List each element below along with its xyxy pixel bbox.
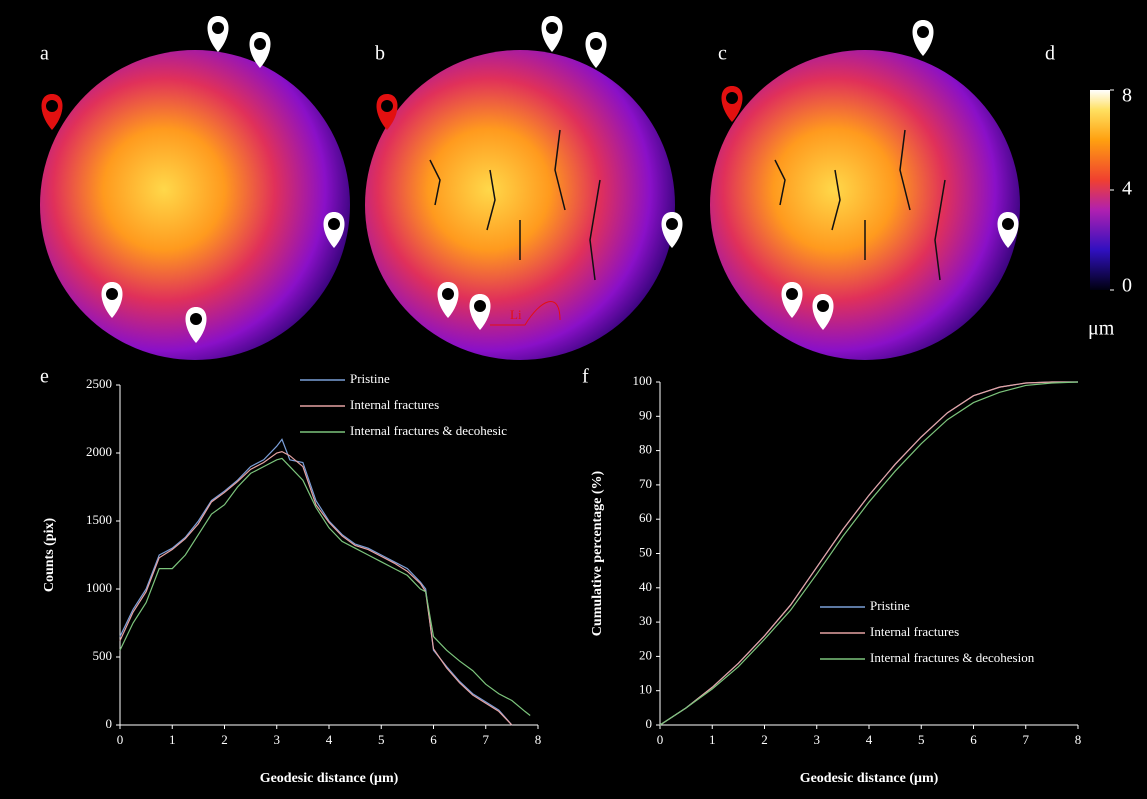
x-tick-label: 8 <box>535 732 542 747</box>
y-tick-label: 2500 <box>86 376 112 391</box>
colorbar-tick-label: 4 <box>1122 178 1132 200</box>
y-tick-label: 80 <box>639 442 652 457</box>
x-tick-label: 6 <box>970 732 977 747</box>
series-line <box>119 451 513 726</box>
x-tick-label: 7 <box>483 732 490 747</box>
colorbar-tick-label: 0 <box>1122 275 1132 297</box>
x-tick-label: 2 <box>221 732 228 747</box>
legend-label: Internal fractures & decohesion <box>870 650 1035 665</box>
colorbar-tick-label: 8 <box>1122 85 1132 107</box>
y-tick-label: 500 <box>93 648 113 663</box>
x-tick-label: 8 <box>1075 732 1082 747</box>
x-tick-label: 1 <box>169 732 176 747</box>
y-axis-title: Cumulative percentage (%) <box>590 470 605 636</box>
heatmap <box>40 50 350 360</box>
y-tick-label: 90 <box>639 407 652 422</box>
series-line <box>659 381 1079 726</box>
x-tick-label: 4 <box>866 732 873 747</box>
y-axis-title: Counts (pix) <box>42 518 57 593</box>
panel-label: e <box>40 366 49 388</box>
x-tick-label: 1 <box>709 732 716 747</box>
heatmap <box>710 50 1020 360</box>
x-tick-label: 5 <box>918 732 925 747</box>
series-line <box>659 381 1078 726</box>
legend-label: Pristine <box>350 371 390 386</box>
x-tick-label: 0 <box>117 732 124 747</box>
panel-label: a <box>40 43 49 65</box>
x-tick-label: 6 <box>430 732 437 747</box>
x-tick-label: 3 <box>274 732 281 747</box>
y-tick-label: 100 <box>633 373 653 388</box>
x-axis-title: Geodesic distance (μm) <box>800 771 939 786</box>
y-tick-label: 30 <box>639 613 652 628</box>
legend-label: Pristine <box>870 598 910 613</box>
x-tick-label: 2 <box>761 732 768 747</box>
y-tick-label: 50 <box>639 544 652 559</box>
y-tick-label: 0 <box>106 716 113 731</box>
y-tick-label: 1000 <box>86 580 112 595</box>
panel-label: c <box>718 43 727 65</box>
series-line <box>119 457 531 716</box>
y-tick-label: 60 <box>639 510 652 525</box>
x-tick-label: 5 <box>378 732 385 747</box>
legend-label: Internal fractures <box>350 397 439 412</box>
y-tick-label: 70 <box>639 476 652 491</box>
colorbar-unit: μm <box>1088 318 1115 340</box>
panel-label: d <box>1045 43 1055 65</box>
li-label: Li <box>510 307 522 322</box>
y-tick-label: 20 <box>639 647 652 662</box>
colorbar <box>1090 90 1110 290</box>
y-tick-label: 2000 <box>86 444 112 459</box>
x-tick-label: 3 <box>814 732 821 747</box>
y-tick-label: 10 <box>639 682 652 697</box>
legend-label: Internal fractures & decohesic <box>350 423 507 438</box>
fractures <box>429 129 946 281</box>
panel-label: b <box>375 43 385 65</box>
x-axis-title: Geodesic distance (μm) <box>260 771 399 786</box>
x-tick-label: 7 <box>1023 732 1030 747</box>
arrow <box>490 301 561 326</box>
heatmap <box>365 50 675 360</box>
y-tick-label: 1500 <box>86 512 112 527</box>
x-tick-label: 0 <box>657 732 664 747</box>
panel-label: f <box>582 366 589 388</box>
y-tick-label: 40 <box>639 579 652 594</box>
x-tick-label: 4 <box>326 732 333 747</box>
legend-label: Internal fractures <box>870 624 959 639</box>
y-tick-label: 0 <box>646 716 653 731</box>
